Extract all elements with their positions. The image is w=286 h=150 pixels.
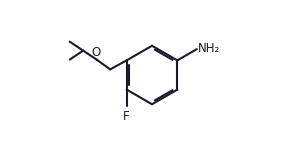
Text: O: O	[91, 46, 101, 59]
Text: F: F	[123, 110, 130, 123]
Text: NH₂: NH₂	[198, 42, 220, 55]
